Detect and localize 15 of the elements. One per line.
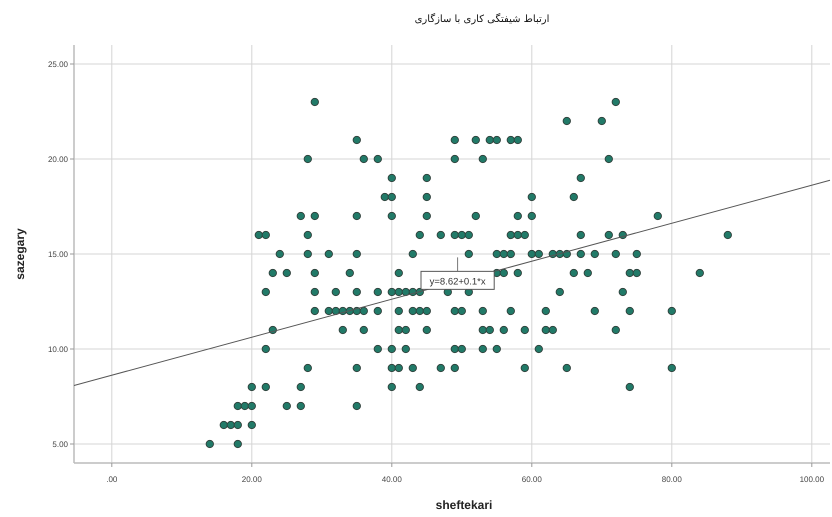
y-tick-label: 20.00 — [48, 155, 69, 164]
x-tick-label: 80.00 — [662, 475, 682, 484]
chart-title: ارتباط شیفتگی کاری با سازگاری — [414, 13, 550, 25]
x-axis-title: sheftekari — [436, 498, 492, 512]
x-tick-label: 100.00 — [800, 475, 825, 484]
annotation: y=8.62+0.1*x — [430, 276, 486, 288]
y-tick-label: 5.00 — [52, 440, 69, 449]
y-tick-label: 10.00 — [48, 345, 69, 354]
x-tick-label: .00 — [106, 475, 118, 484]
y-tick-label: 15.00 — [48, 250, 69, 259]
x-tick-label: 60.00 — [522, 475, 542, 484]
y-axis-title: sazegary — [13, 228, 27, 280]
x-tick-label: 40.00 — [382, 475, 402, 484]
y-tick-label: 25.00 — [48, 60, 69, 69]
x-tick-label: 20.00 — [242, 475, 262, 484]
